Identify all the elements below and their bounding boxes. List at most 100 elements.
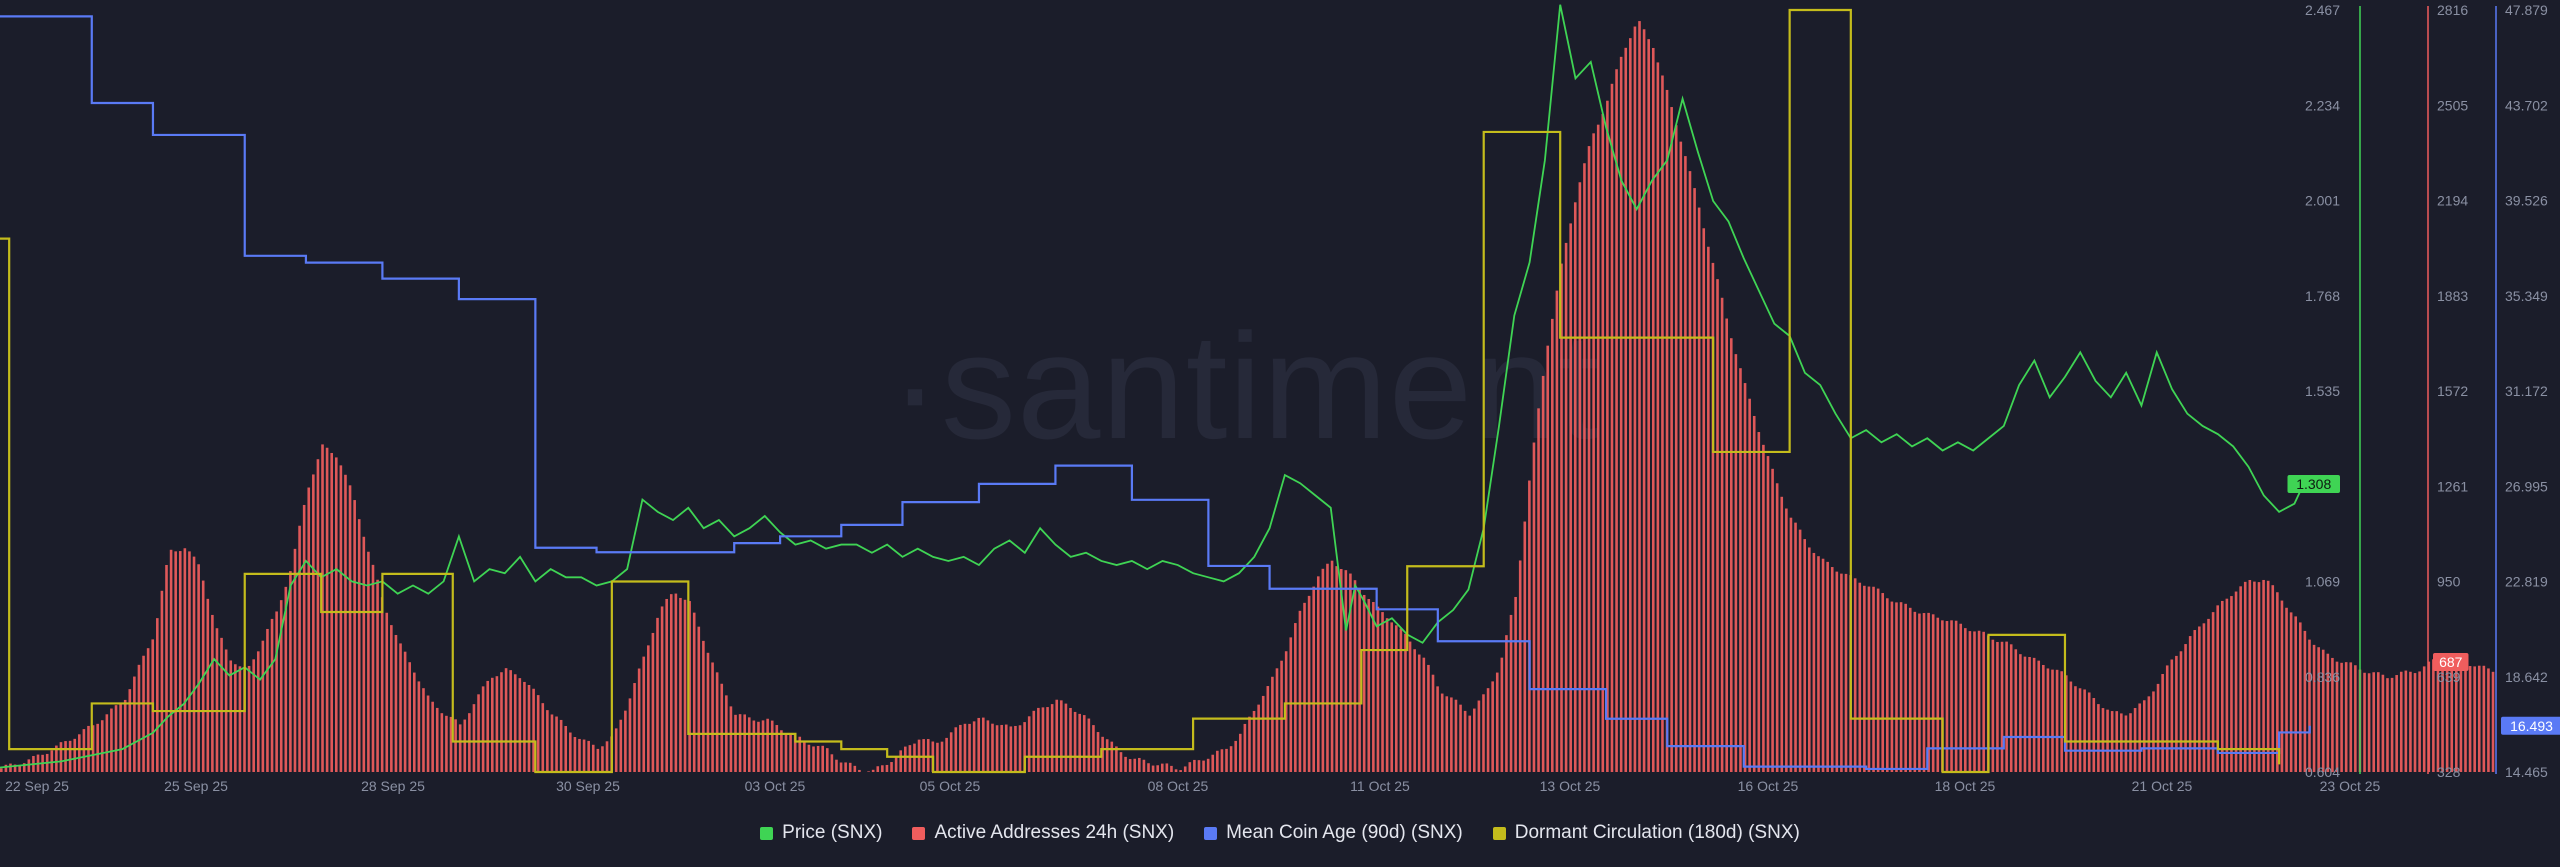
active-addresses-bar — [2046, 668, 2050, 772]
active-addresses-bar — [1202, 760, 1205, 772]
active-addresses-bar — [1092, 725, 1095, 772]
active-addresses-bar — [105, 714, 109, 772]
legend-item[interactable]: Mean Coin Age (90d) (SNX) — [1204, 822, 1463, 844]
active-addresses-bar — [1225, 748, 1228, 772]
active-addresses-bar — [293, 548, 297, 772]
active-addresses-bar — [982, 717, 985, 772]
active-addresses-bar — [2243, 581, 2247, 772]
active-addresses-bar — [1082, 715, 1086, 772]
active-addresses-bar — [1606, 100, 1609, 772]
active-addresses-bar — [1725, 318, 1728, 772]
active-addresses-bar — [1316, 576, 1320, 772]
active-addresses-bar — [399, 643, 402, 772]
legend-swatch — [1204, 826, 1218, 840]
active-addresses-bar — [1651, 47, 1655, 773]
active-addresses-bar — [1840, 573, 1843, 772]
active-addresses-bar — [876, 766, 880, 772]
active-addresses-bar — [1101, 736, 1104, 772]
active-addresses-bar — [1450, 697, 1453, 772]
active-addresses-bar — [885, 764, 889, 772]
active-addresses-bar — [848, 762, 852, 772]
active-addresses-bar — [2455, 657, 2458, 772]
active-addresses-current-badge — [2433, 653, 2469, 672]
active-addresses-bar — [1872, 586, 1875, 772]
active-addresses-bar — [2321, 649, 2325, 772]
active-addresses-bar — [550, 714, 554, 772]
active-addresses-bar — [798, 736, 802, 772]
active-addresses-bar — [518, 678, 522, 772]
active-addresses-bar — [991, 723, 994, 772]
active-addresses-bar — [1647, 39, 1650, 772]
active-addresses-bar — [1027, 716, 1031, 772]
active-addresses-bar — [2354, 665, 2357, 772]
legend-item[interactable]: Active Addresses 24h (SNX) — [912, 822, 1174, 844]
active-addresses-bar — [2023, 656, 2027, 772]
active-addresses-bar — [660, 606, 664, 772]
legend-item[interactable]: Price (SNX) — [760, 822, 882, 844]
active-addresses-bar — [1454, 699, 1458, 772]
active-addresses-bar — [1867, 586, 1871, 772]
active-addresses-bar — [1055, 699, 1059, 772]
active-addresses-bar — [1326, 563, 1329, 772]
active-addresses-bar — [1578, 182, 1582, 773]
active-addresses-bar — [1876, 588, 1880, 772]
active-addresses-bar — [1601, 113, 1605, 772]
active-addresses-bar — [1183, 766, 1187, 772]
active-addresses-bar — [1551, 318, 1554, 772]
active-addresses-bar — [720, 683, 724, 772]
active-addresses-bar — [669, 594, 673, 772]
active-addresses-bar — [472, 704, 476, 772]
active-addresses-bar — [1064, 703, 1068, 772]
active-addresses-bar — [1408, 641, 1412, 772]
active-addresses-bar — [546, 710, 549, 772]
active-addresses-bar — [1459, 704, 1462, 772]
active-addresses-bar — [1674, 125, 1678, 772]
y-tick-label: 31.172 — [2505, 383, 2548, 399]
active-addresses-bar — [789, 734, 792, 772]
active-addresses-bar — [1179, 770, 1182, 772]
active-addresses-bar — [1936, 617, 1940, 772]
active-addresses-bar — [1821, 558, 1825, 772]
active-addresses-bar — [1904, 603, 1907, 772]
y-tick-label: 639 — [2437, 669, 2461, 685]
active-addresses-bar — [582, 739, 586, 772]
active-addresses-bar — [4, 764, 8, 772]
active-addresses-bar — [2399, 671, 2403, 772]
active-addresses-bar — [1569, 223, 1572, 772]
active-addresses-bar — [353, 500, 356, 772]
active-addresses-bar — [633, 683, 636, 772]
active-addresses-bar — [2253, 581, 2256, 772]
active-addresses-bar — [1482, 694, 1485, 772]
active-addresses-bar — [647, 645, 650, 772]
active-addresses-bar — [2262, 579, 2265, 772]
active-addresses-bar — [1014, 725, 1017, 772]
active-addresses-bar — [1945, 621, 1949, 772]
active-addresses-bar — [380, 597, 384, 772]
active-addresses-bar — [1881, 593, 1885, 772]
active-addresses-bar — [1381, 612, 1384, 772]
active-addresses-bar — [1073, 711, 1077, 772]
legend-item[interactable]: Dormant Circulation (180d) (SNX) — [1492, 822, 1800, 844]
active-addresses-bar — [1509, 614, 1513, 772]
active-addresses-bar — [578, 738, 581, 772]
active-addresses-bar — [2298, 622, 2302, 772]
legend-label: Active Addresses 24h (SNX) — [934, 822, 1175, 843]
active-addresses-bar — [1486, 688, 1490, 772]
active-addresses-bar — [2028, 657, 2031, 772]
active-addresses-bar — [1950, 620, 1953, 772]
active-addresses-bar — [1491, 681, 1494, 772]
active-addresses-bar — [2335, 661, 2339, 772]
active-addresses-bar — [2331, 657, 2334, 772]
active-addresses-bar — [1665, 89, 1669, 772]
active-addresses-bar — [316, 459, 320, 772]
active-addresses-bar — [825, 748, 829, 772]
active-addresses-bar — [2459, 659, 2463, 772]
active-addresses-bar — [573, 737, 577, 772]
active-addresses-bar — [949, 732, 953, 772]
x-tick-label: 23 Oct 25 — [2320, 778, 2381, 794]
active-addresses-bar — [1018, 725, 1022, 772]
active-addresses-bar — [601, 746, 604, 772]
active-addresses-bar — [192, 556, 196, 772]
active-addresses-bar — [523, 681, 526, 772]
